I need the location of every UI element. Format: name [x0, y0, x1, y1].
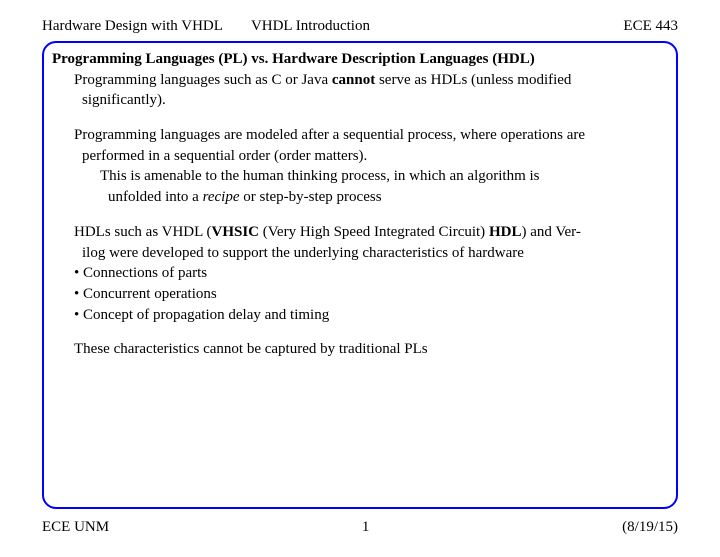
spacer: [52, 111, 666, 125]
spacer: [52, 208, 666, 222]
para-line: This is amenable to the human thinking p…: [52, 166, 666, 187]
text: unfolded into a: [108, 189, 203, 205]
bullet-item: • Connections of parts: [52, 263, 666, 284]
text: (Very High Speed Integrated Circuit): [259, 224, 489, 240]
para-line: These characteristics cannot be captured…: [52, 339, 666, 360]
para-line: Programming languages such as C or Java …: [52, 70, 666, 91]
text: Programming languages such as C or Java: [74, 72, 332, 88]
text-bold: VHSIC: [211, 224, 259, 240]
bullet-item: • Concurrent operations: [52, 284, 666, 305]
text: HDLs such as VHDL (: [74, 224, 211, 240]
page-number: 1: [362, 519, 370, 536]
header-left: Hardware Design with VHDL VHDL Introduct…: [42, 18, 370, 35]
text: ) and Ver-: [521, 224, 580, 240]
course-code: ECE 443: [623, 18, 678, 35]
para-line: unfolded into a recipe or step-by-step p…: [52, 187, 666, 208]
section-title: VHDL Introduction: [251, 18, 370, 35]
text: serve as HDLs (unless modified: [375, 72, 571, 88]
page-footer: ECE UNM 1 (8/19/15): [42, 519, 678, 536]
bullet-item: • Concept of propagation delay and timin…: [52, 305, 666, 326]
para-line: Programming languages are modeled after …: [52, 125, 666, 146]
para-line: significantly).: [52, 90, 666, 111]
page-header: Hardware Design with VHDL VHDL Introduct…: [42, 18, 678, 35]
para-line: HDLs such as VHDL (VHSIC (Very High Spee…: [52, 222, 666, 243]
spacer: [52, 325, 666, 339]
course-title: Hardware Design with VHDL: [42, 18, 223, 35]
footer-date: (8/19/15): [622, 519, 678, 536]
para-line: ilog were developed to support the under…: [52, 243, 666, 264]
footer-left: ECE UNM: [42, 519, 109, 536]
para-line: performed in a sequential order (order m…: [52, 146, 666, 167]
text-bold: HDL: [489, 224, 522, 240]
slide-title: Programming Languages (PL) vs. Hardware …: [52, 49, 666, 70]
text-italic: recipe: [203, 189, 240, 205]
text: or step-by-step process: [240, 189, 382, 205]
content-frame: Programming Languages (PL) vs. Hardware …: [42, 41, 678, 509]
text-bold: cannot: [332, 72, 375, 88]
